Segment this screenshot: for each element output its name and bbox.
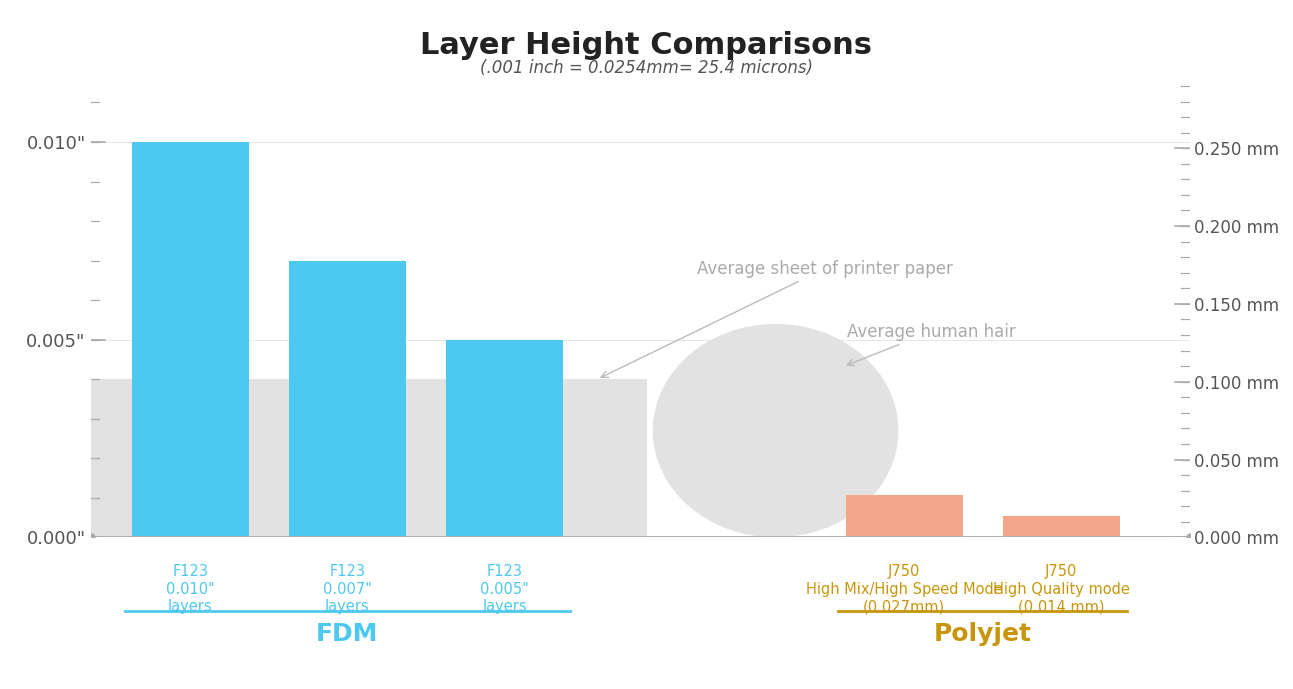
Text: FDM: FDM (317, 622, 379, 646)
Bar (91, 379, 648, 537)
Text: Polyjet: Polyjet (934, 622, 1032, 646)
Text: F123
0.005"
layers: F123 0.005" layers (480, 564, 529, 614)
Bar (288, 260, 406, 537)
Text: J750
High Mix/High Speed Mode
(0.027mm): J750 High Mix/High Speed Mode (0.027mm) (806, 564, 1002, 614)
Text: J750
High Quality mode
(0.014 mm): J750 High Quality mode (0.014 mm) (993, 564, 1130, 614)
Ellipse shape (653, 324, 899, 537)
Text: Layer Height Comparisons: Layer Height Comparisons (420, 31, 873, 60)
Text: F123
0.010"
layers: F123 0.010" layers (166, 564, 215, 614)
Bar (446, 340, 562, 537)
Bar (1002, 515, 1120, 537)
Text: F123
0.007"
layers: F123 0.007" layers (323, 564, 372, 614)
Text: (.001 inch = 0.0254mm= 25.4 microns): (.001 inch = 0.0254mm= 25.4 microns) (480, 59, 813, 76)
Bar (132, 142, 250, 537)
Text: Average sheet of printer paper: Average sheet of printer paper (601, 260, 953, 378)
Bar (846, 495, 962, 537)
Text: Average human hair: Average human hair (847, 323, 1016, 366)
